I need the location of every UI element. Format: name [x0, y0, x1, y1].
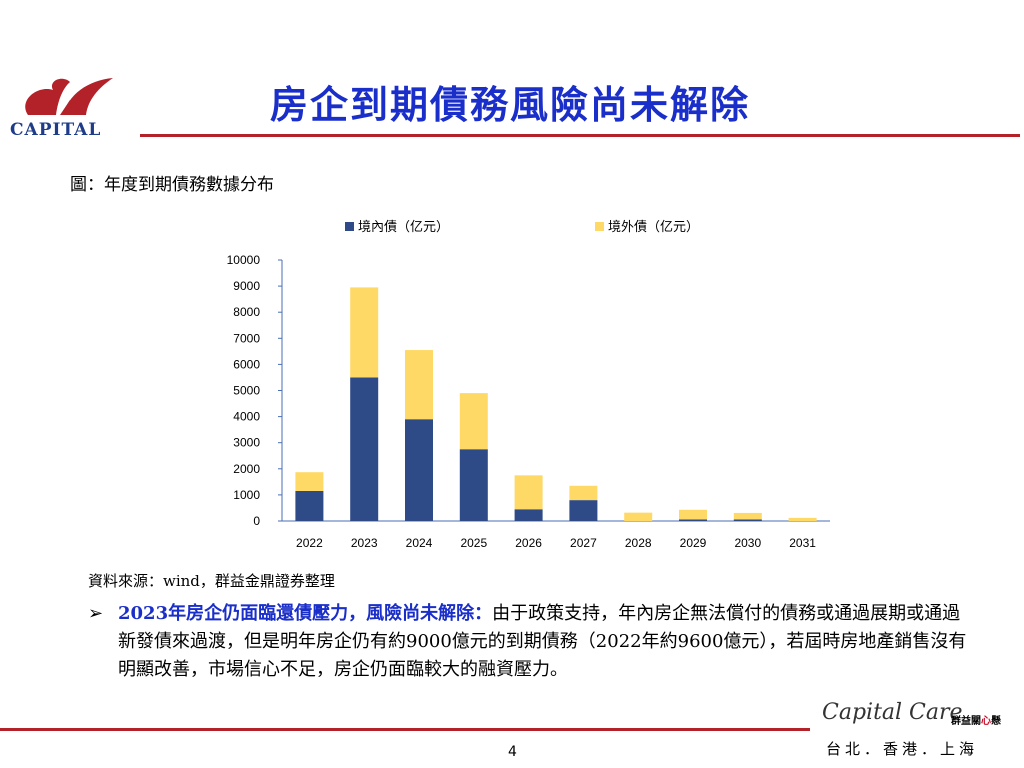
brand-logo: Capital Care — [822, 700, 963, 725]
bar-domestic-2026 — [514, 509, 543, 521]
bar-offshore-2030 — [733, 512, 762, 520]
y-tick-label: 6000 — [233, 357, 260, 371]
x-tick-label: 2026 — [515, 536, 542, 550]
x-tick-label: 2029 — [680, 536, 707, 550]
y-tick-label: 0 — [253, 514, 260, 528]
debt-maturity-chart: 0 1000 2000 3000 4000 5000 6000 7000 8000 9000 100… — [227, 220, 830, 550]
bar-offshore-2023 — [350, 287, 379, 378]
brand-subtitle-a: 群益關 — [951, 716, 981, 727]
x-tick-label: 2022 — [296, 536, 323, 550]
footer-divider — [0, 728, 810, 731]
x-tick-label: 2025 — [460, 536, 487, 550]
bullet-text: 2023年房企仍面臨還債壓力，風險尚未解除：由于政策支持，年內房企無法償付的債務… — [118, 600, 968, 684]
legend-swatch — [595, 222, 604, 231]
x-tick-label: 2024 — [406, 536, 433, 550]
figure-caption: 圖：年度到期債務數據分布 — [70, 175, 274, 195]
bar-offshore-2027 — [569, 485, 598, 501]
bar-domestic-2030 — [733, 519, 762, 521]
y-tick-label: 2000 — [233, 462, 260, 476]
bar-offshore-2026 — [514, 475, 543, 510]
bar-offshore-2028 — [624, 512, 653, 521]
page-title: 房企到期債務風險尚未解除 — [270, 82, 751, 127]
bar-domestic-2023 — [350, 377, 379, 521]
y-tick-label: 10000 — [227, 253, 261, 267]
legend-label: 境內債（亿元） — [358, 220, 449, 235]
x-tick-label: 2027 — [570, 536, 597, 550]
y-tick-label: 8000 — [233, 305, 260, 319]
bar-offshore-2024 — [405, 350, 433, 420]
arrow-bullet-icon: ➢ — [88, 603, 104, 624]
bar-offshore-2031 — [788, 517, 817, 521]
brand-subtitle-heart: 心 — [981, 716, 991, 727]
y-tick-label: 9000 — [233, 279, 260, 293]
bullet-lead: 2023年房企仍面臨還債壓力，風險尚未解除： — [118, 603, 493, 624]
brand-subtitle-b: 懸 — [991, 716, 1001, 727]
bullet-point: ➢ 2023年房企仍面臨還債壓力，風險尚未解除：由于政策支持，年內房企無法償付的… — [88, 600, 968, 684]
x-tick-label: 2028 — [625, 536, 652, 550]
legend-swatch — [345, 222, 354, 231]
capital-logo — [25, 78, 113, 115]
bar-domestic-2025 — [459, 449, 488, 521]
title-divider — [140, 134, 1020, 137]
bar-domestic-2029 — [679, 519, 707, 521]
bar-offshore-2022 — [295, 472, 324, 491]
bar-domestic-2024 — [405, 419, 433, 521]
x-tick-label: 2023 — [351, 536, 378, 550]
bar-domestic-2027 — [569, 500, 598, 521]
brand-subtitle: 群益關心懸 — [951, 712, 1001, 727]
bullet-body: 由于政策支持，年內房企無法償付的債務或通過展期或通過新發債來過渡，但是明年房企仍… — [118, 603, 967, 680]
y-tick-label: 7000 — [233, 331, 260, 345]
x-tick-label: 2031 — [789, 536, 816, 550]
y-tick-label: 1000 — [233, 488, 260, 502]
x-tick-label: 2030 — [734, 536, 761, 550]
bar-domestic-2022 — [295, 490, 324, 521]
y-tick-label: 5000 — [233, 384, 260, 398]
source-note: 資料來源：wind，群益金鼎證券整理 — [88, 572, 335, 590]
bar-offshore-2025 — [459, 393, 488, 450]
y-tick-label: 3000 — [233, 436, 260, 450]
logo-text: CAPITAL — [10, 120, 102, 140]
bar-offshore-2029 — [679, 509, 707, 520]
office-cities: 台北．香港．上海 — [826, 740, 979, 758]
y-tick-label: 4000 — [233, 410, 260, 424]
legend-label: 境外債（亿元） — [608, 220, 699, 235]
page-number: 4 — [508, 744, 517, 760]
